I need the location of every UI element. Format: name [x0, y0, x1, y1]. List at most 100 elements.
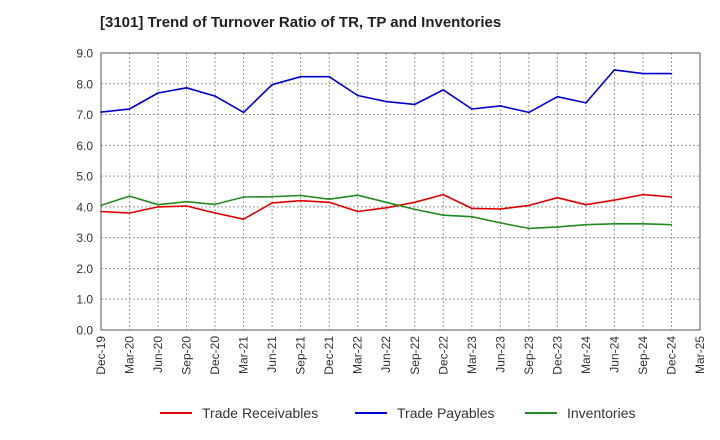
series-line-inventories — [100, 194, 672, 230]
x-tick-label: Dec-24 — [664, 336, 678, 375]
data-point-inventories — [499, 222, 502, 224]
data-point-trade-payables — [556, 95, 559, 98]
x-tick-label: Sep-22 — [408, 336, 422, 375]
data-point-inventories — [100, 204, 102, 207]
data-point-inventories — [185, 200, 188, 203]
y-tick-label: 8.0 — [76, 77, 93, 91]
data-point-trade-receivables — [242, 218, 245, 220]
data-point-trade-receivables — [528, 204, 530, 207]
data-point-trade-receivables — [670, 196, 673, 198]
x-tick-label: Mar-25 — [693, 336, 707, 374]
data-point-trade-receivables — [471, 207, 473, 210]
legend-item: Trade Payables — [355, 405, 495, 421]
data-point-inventories — [471, 215, 473, 218]
data-point-trade-receivables — [271, 202, 273, 204]
data-point-inventories — [271, 195, 273, 198]
x-tick-label: Dec-19 — [94, 336, 108, 375]
data-point-inventories — [299, 194, 302, 197]
x-tick-label: Dec-20 — [208, 336, 222, 375]
data-point-inventories — [528, 227, 530, 230]
data-point-inventories — [356, 194, 359, 196]
y-tick-label: 6.0 — [76, 139, 93, 153]
data-point-trade-receivables — [585, 203, 587, 206]
x-tick-label: Mar-21 — [237, 336, 251, 374]
y-tick-label: 1.0 — [76, 293, 93, 307]
x-tick-label: Sep-23 — [522, 336, 536, 375]
data-point-trade-payables — [299, 75, 302, 78]
data-point-trade-receivables — [499, 208, 502, 210]
data-point-inventories — [642, 223, 644, 225]
data-point-trade-payables — [642, 72, 644, 75]
legend-label: Inventories — [567, 405, 636, 421]
data-point-trade-receivables — [613, 199, 616, 201]
data-point-trade-payables — [528, 111, 530, 114]
data-point-trade-payables — [128, 108, 131, 110]
x-tick-label: Mar-23 — [465, 336, 479, 374]
data-point-inventories — [157, 203, 159, 206]
data-point-trade-payables — [385, 100, 388, 103]
data-point-trade-receivables — [328, 201, 330, 204]
x-tick-label: Jun-24 — [607, 336, 621, 373]
data-point-inventories — [613, 223, 616, 225]
data-point-trade-payables — [185, 86, 188, 89]
y-tick-label: 0.0 — [76, 324, 93, 338]
legend-item: Inventories — [525, 405, 635, 421]
x-tick-label: Dec-21 — [322, 336, 336, 375]
legend-item: Trade Receivables — [160, 405, 318, 421]
data-point-trade-payables — [413, 103, 416, 106]
data-point-inventories — [128, 195, 131, 197]
data-point-trade-receivables — [556, 196, 559, 199]
data-point-inventories — [442, 214, 445, 216]
data-point-trade-receivables — [214, 212, 216, 214]
data-point-trade-payables — [670, 72, 673, 75]
data-point-trade-receivables — [157, 206, 159, 208]
data-point-inventories — [214, 203, 216, 206]
data-point-trade-receivables — [413, 201, 416, 204]
data-point-inventories — [413, 208, 416, 211]
legend-swatch — [525, 412, 557, 414]
legend-swatch — [160, 412, 192, 414]
legend-label: Trade Receivables — [202, 405, 319, 421]
data-point-trade-receivables — [356, 210, 359, 213]
data-point-trade-payables — [585, 102, 587, 104]
chart-legend: Trade Receivables Trade Payables Inventori… — [0, 405, 720, 425]
data-point-trade-receivables — [128, 212, 131, 214]
x-tick-label: Jun-22 — [379, 336, 393, 373]
y-tick-label: 4.0 — [76, 200, 93, 214]
y-tick-label: 7.0 — [76, 108, 93, 122]
y-tick-label: 3.0 — [76, 231, 93, 245]
data-point-trade-receivables — [299, 199, 302, 202]
x-tick-label: Sep-24 — [636, 336, 650, 375]
data-point-trade-receivables — [442, 193, 445, 196]
data-point-trade-payables — [442, 89, 445, 91]
x-tick-label: Mar-22 — [351, 336, 365, 374]
data-point-inventories — [556, 226, 559, 228]
y-tick-label: 9.0 — [76, 47, 93, 61]
data-point-trade-receivables — [185, 205, 188, 207]
y-tick-label: 5.0 — [76, 170, 93, 184]
x-tick-label: Dec-22 — [436, 336, 450, 375]
x-tick-label: Jun-21 — [265, 336, 279, 373]
data-point-trade-payables — [471, 108, 473, 110]
data-point-trade-payables — [242, 111, 245, 114]
legend-swatch — [355, 412, 387, 414]
data-point-trade-receivables — [642, 193, 644, 196]
data-point-inventories — [242, 196, 245, 198]
data-point-inventories — [385, 201, 388, 204]
data-point-trade-payables — [100, 111, 102, 113]
x-tick-label: Sep-21 — [294, 336, 308, 375]
plot-frame — [100, 52, 701, 331]
chart-title: [3101] Trend of Turnover Ratio of TR, TP… — [100, 14, 502, 31]
data-point-inventories — [585, 223, 587, 226]
x-tick-label: Mar-24 — [579, 336, 593, 374]
data-point-trade-payables — [271, 83, 273, 86]
data-point-trade-receivables — [100, 210, 102, 213]
data-point-trade-payables — [613, 69, 616, 71]
x-tick-label: Jun-20 — [151, 336, 165, 373]
x-tick-label: Jun-23 — [493, 336, 507, 373]
x-tick-label: Mar-20 — [123, 336, 137, 374]
x-tick-label: Sep-20 — [180, 336, 194, 375]
legend-label: Trade Payables — [397, 405, 495, 421]
x-tick-label: Dec-23 — [550, 336, 564, 375]
